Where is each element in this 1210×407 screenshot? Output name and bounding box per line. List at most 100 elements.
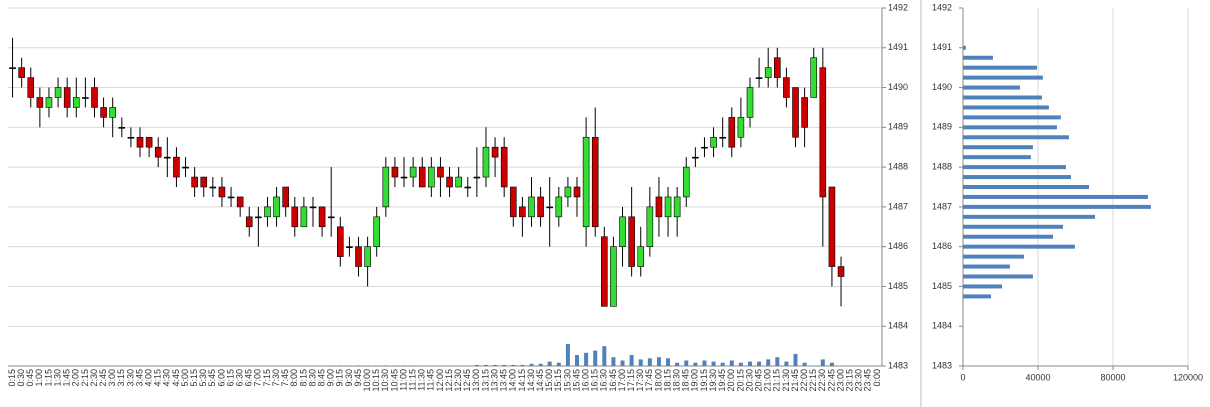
bar [963,95,1042,100]
candle-body [355,246,362,267]
x-tick-label: 21:15 [772,369,782,392]
candle-body [82,97,89,99]
candle-body [191,176,198,188]
x-tick-label: 8:45 [316,369,326,387]
bar [963,274,1033,279]
candle-body [646,206,654,247]
x-tick-label: 19:45 [717,369,727,392]
x-tick-label: 5:30 [198,369,208,387]
x-tick-label: 1:45 [62,369,72,387]
candle-body [327,216,335,219]
x-tick-label: 12:45 [462,369,472,392]
candle-body [537,196,544,218]
candle-body [655,196,663,218]
candle-body [692,156,699,159]
volume-bar [766,359,771,366]
volume-bar [829,362,834,366]
x-tick-label: 23:30 [854,369,864,392]
x-tick-label: 15:45 [571,369,581,392]
y-tick-label: 1491 [888,42,908,52]
candle-body [200,176,208,188]
volume-bar [775,357,780,366]
x-tick-label: 1:15 [43,369,53,387]
candle-body [509,186,517,218]
bar [963,55,993,60]
y-tick-label: 1487 [932,201,952,211]
candle-body [346,246,353,248]
candle-body [792,87,799,138]
bar [963,135,1069,140]
bar [963,85,1020,90]
x-tick-label: 10:15 [371,369,381,392]
x-tick-label: 3:30 [125,369,135,387]
bar [963,145,1033,150]
volume-bar [675,362,680,366]
x-tick-label: 13:00 [471,369,481,392]
x-tick-label: 1:30 [52,369,62,387]
bar [963,165,1066,170]
x-tick-label: 6:00 [216,369,226,387]
x-tick-label: 10:00 [362,369,372,392]
candle-body [91,87,98,108]
bar [963,155,1031,160]
x-tick-label: 10:30 [380,369,390,392]
y-tick-label: 1486 [932,241,952,251]
candle-body [136,136,144,148]
candle-body [519,206,526,218]
x-tick-label: 16:45 [608,369,618,392]
x-tick-label: 13:45 [499,369,509,392]
volume-bar [684,360,689,366]
x-tick-label: 10:45 [389,369,399,392]
candle-body [783,77,790,98]
volume-bar [802,362,807,366]
candle-body [500,146,508,188]
volume-bar [347,365,352,366]
volume-bar [502,364,507,366]
x-tick-label: 40000 [1025,372,1050,382]
volume-bar [693,362,698,366]
x-tick-label: 0:30 [16,369,26,387]
x-tick-label: 12:15 [444,369,454,392]
bar [963,75,1043,80]
candle-body [664,196,672,218]
x-tick-label: 14:00 [508,369,518,392]
bar [963,125,1057,130]
y-tick-label: 1491 [932,42,952,52]
x-tick-label: 20:00 [726,369,736,392]
candle-body [27,77,35,98]
x-tick-label: 80000 [1100,372,1125,382]
bar [963,264,1010,269]
y-tick-label: 1490 [888,82,908,92]
x-tick-label: 13:15 [480,369,490,392]
volume-bar [329,365,334,366]
x-tick-label: 5:00 [180,369,190,387]
volume-bar [738,362,743,366]
x-tick-label: 22:15 [808,369,818,392]
volume-bar [611,357,616,366]
candle-body [218,186,226,198]
candle-body [682,166,690,198]
volume-bar [538,363,543,366]
candle-body [601,236,608,307]
candle-body [209,186,217,189]
bar [963,115,1061,120]
bar [963,234,1053,239]
candle-body [227,196,235,199]
candle-body [18,67,25,78]
x-tick-label: 21:00 [763,369,773,392]
volume-bar [584,352,589,366]
x-tick-label: 2:00 [71,369,81,387]
y-tick-label: 1486 [888,241,908,251]
candle-body [72,97,80,108]
candle-body [264,206,271,218]
x-tick-label: 15:00 [544,369,554,392]
candle-body [610,246,617,307]
candle-body [619,216,626,247]
candle-body [628,216,635,267]
x-tick-label: 21:30 [781,369,791,392]
bar [963,214,1095,219]
y-tick-label: 1483 [888,360,908,370]
candle-body [418,166,426,188]
volume-bar [747,361,752,366]
candle-body [464,186,472,189]
